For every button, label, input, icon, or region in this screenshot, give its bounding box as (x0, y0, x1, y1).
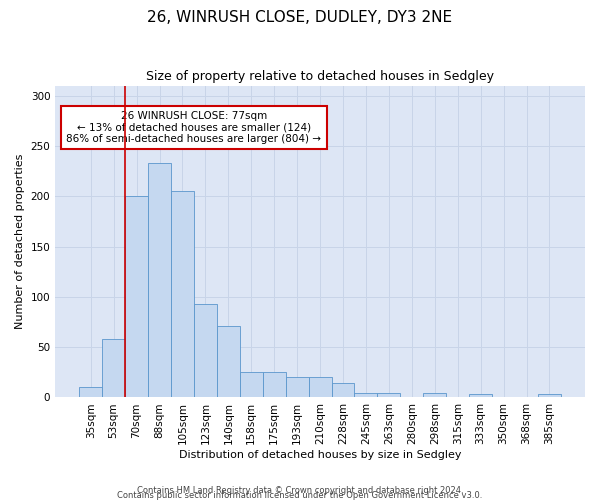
Text: Contains HM Land Registry data © Crown copyright and database right 2024.: Contains HM Land Registry data © Crown c… (137, 486, 463, 495)
Bar (377, 394, 400, 398)
Title: Size of property relative to detached houses in Sedgley: Size of property relative to detached ho… (146, 70, 494, 83)
Bar (423, 394, 446, 398)
Bar (469, 394, 492, 398)
X-axis label: Distribution of detached houses by size in Sedgley: Distribution of detached houses by size … (179, 450, 461, 460)
Y-axis label: Number of detached properties: Number of detached properties (15, 154, 25, 329)
Bar (240, 372, 263, 398)
Bar (194, 304, 217, 398)
Bar (148, 163, 171, 398)
Bar (79, 388, 102, 398)
Bar (538, 394, 561, 398)
Text: Contains public sector information licensed under the Open Government Licence v3: Contains public sector information licen… (118, 491, 482, 500)
Text: 26 WINRUSH CLOSE: 77sqm
← 13% of detached houses are smaller (124)
86% of semi-d: 26 WINRUSH CLOSE: 77sqm ← 13% of detache… (67, 110, 322, 144)
Bar (102, 339, 125, 398)
Bar (263, 372, 286, 398)
Bar (286, 378, 308, 398)
Bar (125, 196, 148, 398)
Bar (332, 384, 355, 398)
Bar (217, 326, 240, 398)
Text: 26, WINRUSH CLOSE, DUDLEY, DY3 2NE: 26, WINRUSH CLOSE, DUDLEY, DY3 2NE (148, 10, 452, 25)
Bar (171, 191, 194, 398)
Bar (308, 378, 332, 398)
Bar (355, 394, 377, 398)
